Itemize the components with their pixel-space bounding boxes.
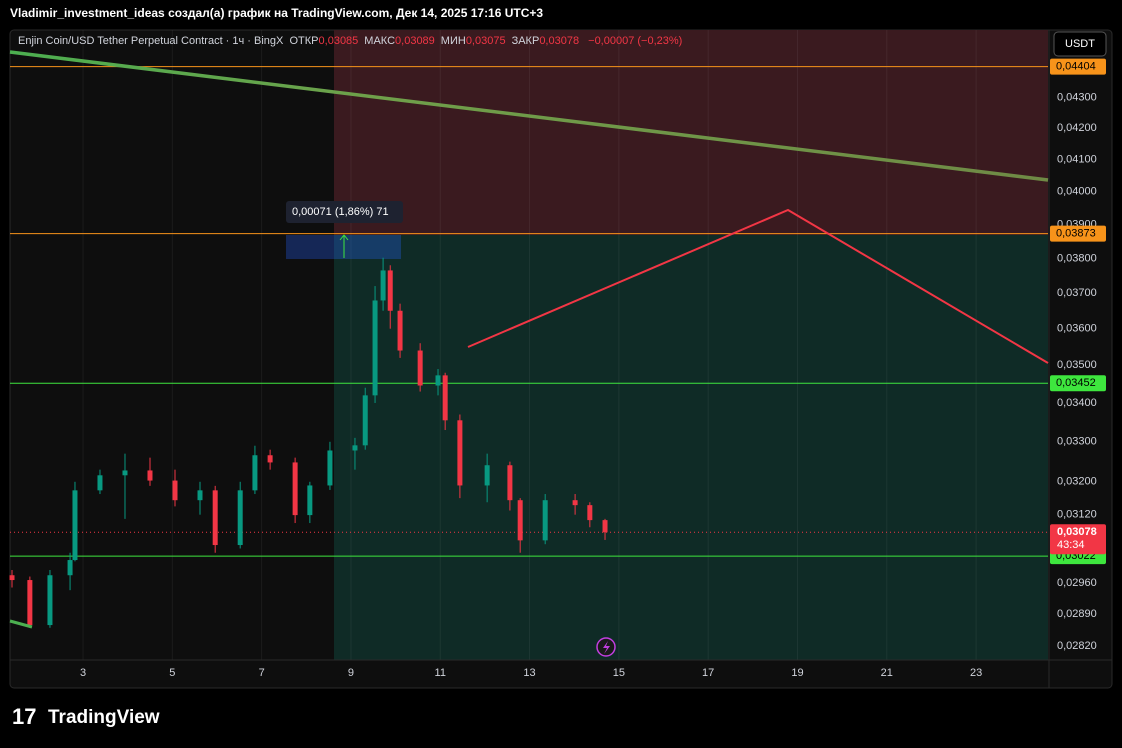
x-tick-label: 15 [613, 667, 625, 679]
projection-line [467, 208, 1049, 364]
change: −0,00007 (−0,23%) [588, 35, 683, 47]
logo-text: TradingView [48, 707, 160, 728]
y-tick-label: 0,03400 [1057, 397, 1097, 409]
y-tick-label: 0,04300 [1057, 92, 1097, 104]
y-tick-label: 0,02820 [1057, 640, 1097, 652]
candle-body [352, 445, 358, 451]
stop-zone [334, 30, 1048, 235]
price-line-tag [1050, 375, 1106, 392]
trendline-segment [9, 619, 33, 629]
candle-body [197, 490, 203, 501]
target-zone [334, 235, 1048, 660]
y-tick-label: 0,04200 [1057, 122, 1097, 134]
price-line-label: 0,04404 [1056, 61, 1096, 73]
candle-body [327, 450, 333, 486]
candle-body [172, 480, 178, 501]
x-tick-label: 5 [169, 667, 175, 679]
price-line-tag [1050, 58, 1106, 75]
y-tick-label: 0,03600 [1057, 323, 1097, 335]
y-tick-label: 0,03800 [1057, 252, 1097, 264]
candle-body [507, 465, 513, 501]
price-line-tag [1050, 225, 1106, 242]
logo-mark: 17 [12, 704, 36, 729]
last-price-label: 0,03078 [1057, 526, 1097, 538]
legend-label: ЗАКР [511, 35, 540, 47]
x-tick-label: 7 [259, 667, 265, 679]
candle-body [212, 490, 218, 546]
x-tick-label: 9 [348, 667, 354, 679]
legend-label: МИН [440, 35, 466, 47]
legend-label: МАКС [364, 35, 396, 47]
price-line-label: 0,03873 [1056, 228, 1096, 240]
candle-body [572, 500, 578, 506]
candle-body [362, 395, 368, 446]
candle-body [457, 420, 463, 486]
candle-body [542, 500, 548, 541]
y-tick-label: 0,02960 [1057, 577, 1097, 589]
candle-body [9, 575, 15, 581]
candle-body [517, 500, 523, 541]
currency-button[interactable] [1053, 31, 1107, 57]
y-tick-label: 0,02890 [1057, 608, 1097, 620]
legend: Enjin Coin/USD Tether Perpetual Contract… [18, 35, 688, 47]
symbol: Enjin Coin/USD Tether Perpetual Contract… [18, 35, 284, 47]
y-tick-label: 0,03300 [1057, 436, 1097, 448]
y-tick-label: 0,03500 [1057, 359, 1097, 371]
candle-body [122, 470, 128, 476]
y-tick-label: 0,04000 [1057, 186, 1097, 198]
candle-body [47, 575, 53, 626]
y-tick-label: 0,04100 [1057, 154, 1097, 166]
x-tick-label: 13 [523, 667, 535, 679]
candle-body [372, 300, 378, 396]
candle-body [397, 310, 403, 351]
countdown: 43:34 [1057, 539, 1085, 551]
candle-body [442, 375, 448, 421]
candle-body [435, 375, 441, 386]
legend-label: ОТКР [289, 35, 319, 47]
candle-body [27, 580, 33, 626]
y-tick-label: 0,03700 [1057, 287, 1097, 299]
x-tick-label: 19 [791, 667, 803, 679]
measure-tooltip [286, 201, 403, 223]
y-tick-label: 0,03120 [1057, 509, 1097, 521]
y-tick-label: 0,03200 [1057, 476, 1097, 488]
candle-body [252, 455, 258, 491]
x-tick-label: 3 [80, 667, 86, 679]
candle-body [380, 270, 386, 301]
candle-body [307, 485, 313, 516]
candle-body [72, 490, 78, 561]
event-icon-bolt [603, 641, 610, 654]
measure-arrow-head [339, 234, 349, 241]
attribution: Vladimir_investment_ideas создал(а) граф… [10, 6, 543, 20]
legend-value: 0,03075 [465, 35, 506, 47]
measure-label: 0,00071 (1,86%) 71 [292, 206, 389, 218]
candle-body [292, 462, 298, 516]
x-tick-label: 21 [881, 667, 893, 679]
x-tick-label: 11 [435, 667, 446, 679]
candle-body [147, 470, 153, 481]
candle-body [587, 505, 593, 521]
trendline [9, 50, 1049, 182]
candle-body [237, 490, 243, 546]
x-tick-label: 17 [702, 667, 714, 679]
last-price-tag [1050, 524, 1106, 555]
candle-body [97, 475, 103, 491]
x-tick-label: 23 [970, 667, 982, 679]
legend-value: 0,03078 [539, 35, 580, 47]
price-line-label: 0,03452 [1056, 377, 1096, 389]
candle-body [267, 455, 273, 463]
candle-body [417, 350, 423, 386]
candle-body [602, 520, 608, 533]
candle-body [387, 270, 393, 311]
legend-value: 0,03089 [395, 35, 435, 47]
candle-body [484, 465, 490, 486]
candle-body [67, 560, 73, 576]
currency: USDT [1065, 38, 1095, 50]
legend-value: 0,03085 [318, 35, 359, 47]
